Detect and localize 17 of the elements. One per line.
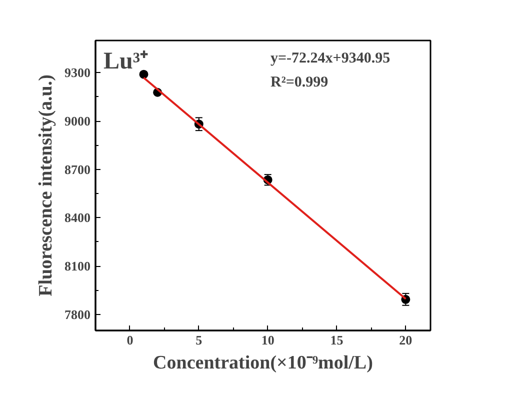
x-axis-title: Concentration(×10⁻⁹mol/L) (153, 352, 373, 374)
y-axis-title: Fluorescence intensity(a.u.) (36, 74, 56, 296)
x-tick-label: 10 (261, 332, 274, 348)
y-tick-label: 8100 (64, 258, 90, 274)
annotation: y=-72.24x+9340.95 (270, 50, 390, 66)
annotation: Lu³⁺ (104, 48, 148, 74)
y-tick-label: 8400 (64, 210, 90, 226)
x-tick-label: 0 (126, 332, 134, 348)
point (139, 70, 148, 79)
y-tick-label: 9000 (64, 114, 90, 129)
x-tick-label: 20 (399, 332, 412, 348)
y-tick-label: 7800 (64, 306, 90, 322)
y-tick-label: 9300 (64, 65, 90, 80)
x-tick-label: 5 (196, 332, 203, 348)
annotation: R²=0.999 (270, 74, 328, 90)
x-tick-label: 15 (330, 332, 344, 348)
y-tick-label: 8700 (64, 162, 90, 177)
